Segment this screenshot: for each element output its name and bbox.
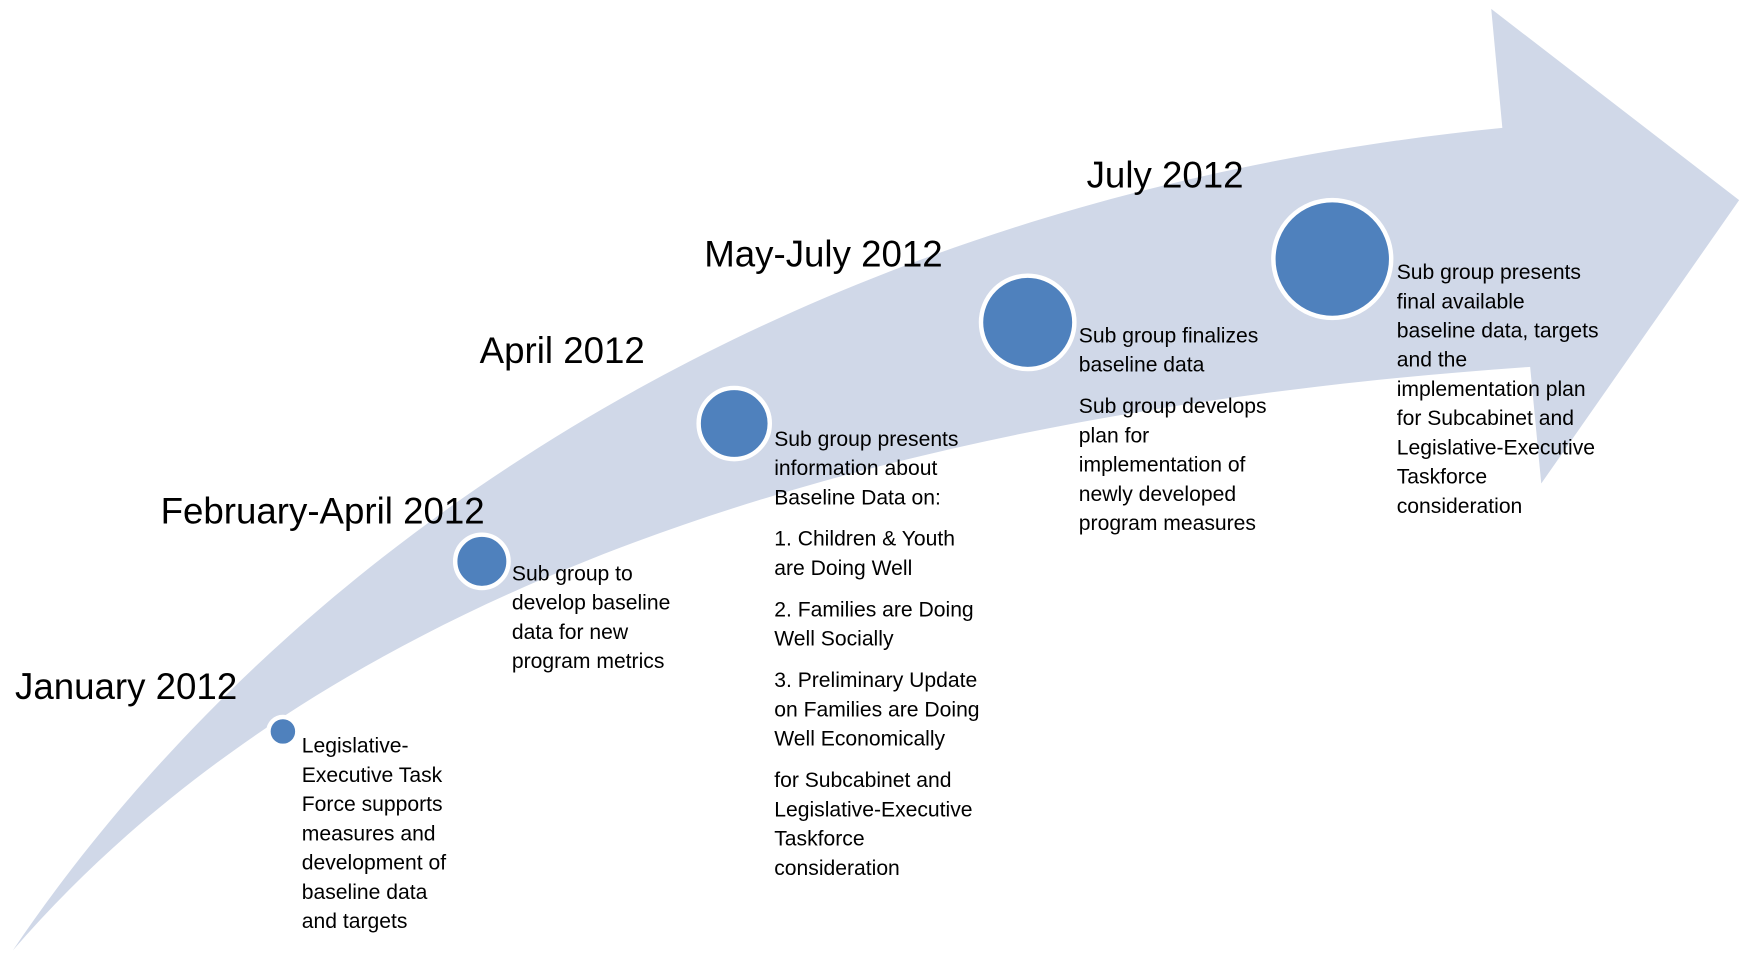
milestone-description: implementation of bbox=[1079, 454, 1246, 477]
milestone-dot bbox=[452, 532, 511, 591]
milestone-description: final available bbox=[1397, 290, 1525, 313]
milestone-description: program metrics bbox=[512, 650, 664, 673]
milestone-description: Sub group presents bbox=[774, 428, 958, 451]
milestone-description: Legislative-Executive bbox=[1397, 436, 1595, 459]
milestone-description: 2. Families are Doing bbox=[774, 598, 973, 621]
milestone-description: are Doing Well bbox=[774, 557, 912, 580]
milestone-description: newly developed bbox=[1079, 483, 1236, 506]
milestone-dot bbox=[978, 273, 1077, 372]
milestone-description: Legislative- bbox=[302, 735, 409, 758]
milestone-description: Legislative-Executive bbox=[774, 798, 972, 821]
milestone-description: and targets bbox=[302, 910, 408, 933]
milestone-date: February-April 2012 bbox=[161, 490, 485, 531]
milestone-description: consideration bbox=[1397, 495, 1523, 518]
milestone-description: program measures bbox=[1079, 512, 1256, 535]
milestone-dot bbox=[1271, 197, 1394, 321]
milestone-description: and the bbox=[1397, 349, 1467, 372]
milestone-description: baseline data bbox=[1079, 354, 1205, 377]
milestone-description: Force supports bbox=[302, 793, 443, 816]
milestone-description: on Families are Doing bbox=[774, 698, 979, 721]
milestone-description: baseline data bbox=[302, 881, 428, 904]
milestone-description: implementation plan bbox=[1397, 378, 1586, 401]
milestone-description: measures and bbox=[302, 822, 436, 845]
milestone-description: Baseline Data on: bbox=[774, 486, 941, 509]
milestone-dot bbox=[266, 714, 300, 749]
milestone-description: Sub group presents bbox=[1397, 261, 1581, 284]
milestone-date: July 2012 bbox=[1087, 155, 1244, 196]
milestone-description: baseline data, targets bbox=[1397, 320, 1599, 343]
milestone-dot bbox=[696, 385, 773, 462]
milestone-description: Well Socially bbox=[774, 628, 894, 651]
milestone-description: data for new bbox=[512, 621, 629, 644]
milestone-description: information about bbox=[774, 457, 937, 480]
milestone-description: Sub group to bbox=[512, 562, 633, 585]
milestone-description: Sub group finalizes bbox=[1079, 324, 1259, 347]
milestone-description: 1. Children & Youth bbox=[774, 528, 955, 551]
milestone-description: consideration bbox=[774, 857, 900, 880]
milestone-description: Taskforce bbox=[774, 828, 864, 851]
milestone-date: May-July 2012 bbox=[704, 233, 942, 274]
milestone-date: April 2012 bbox=[480, 330, 645, 371]
milestone-description: development of bbox=[302, 852, 446, 875]
milestone-description: plan for bbox=[1079, 424, 1149, 447]
milestone-description: for Subcabinet and bbox=[774, 769, 951, 792]
milestone-description: Executive Task bbox=[302, 764, 443, 787]
milestone-description: develop baseline bbox=[512, 592, 670, 615]
milestone-description: Taskforce bbox=[1397, 466, 1487, 489]
milestone-description: for Subcabinet and bbox=[1397, 407, 1574, 430]
milestone-description: Sub group develops bbox=[1079, 395, 1267, 418]
milestone-description: 3. Preliminary Update bbox=[774, 669, 977, 692]
milestone-description: Well Economically bbox=[774, 728, 945, 751]
milestone-date: January 2012 bbox=[15, 666, 237, 707]
